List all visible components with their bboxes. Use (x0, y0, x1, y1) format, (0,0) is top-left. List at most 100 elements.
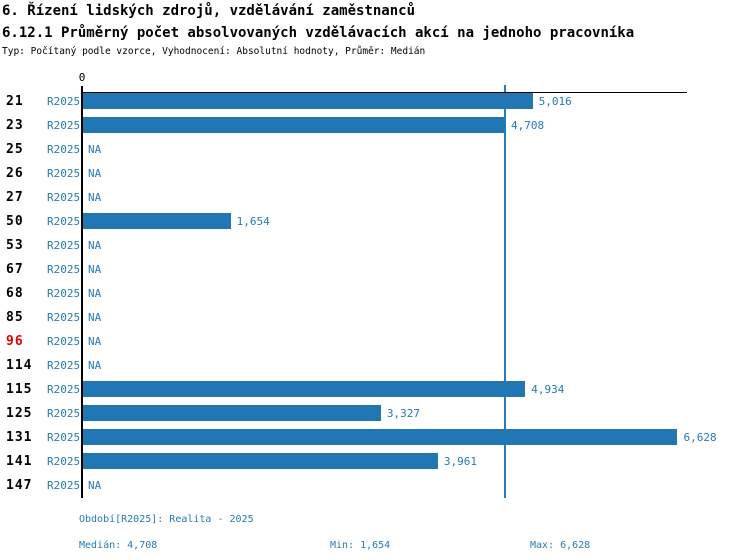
page-title: 6. Řízení lidských zdrojů, vzdělávání za… (2, 3, 416, 19)
row-plot-area: 3,327 (82, 401, 750, 425)
row-period-label: R2025 (47, 430, 81, 444)
row-period-label: R2025 (47, 286, 81, 300)
row-id-label: 23 (6, 117, 24, 133)
row-id-label: 68 (6, 285, 24, 301)
row-plot-area: NA (82, 305, 750, 329)
row-id-label: 125 (6, 405, 33, 421)
row-plot-area: NA (82, 473, 750, 497)
row-id-label: 147 (6, 477, 33, 493)
row-id-label: 141 (6, 453, 33, 469)
row-id-label: 53 (6, 237, 24, 253)
row-period-label: R2025 (47, 454, 81, 468)
row-period-label: R2025 (47, 406, 81, 420)
na-label: NA (88, 190, 102, 204)
value-label: 4,708 (510, 118, 545, 132)
row-period-label: R2025 (47, 310, 81, 324)
chart-row: 68 R2025 NA (0, 281, 750, 305)
chart-title: 6.12.1 Průměrný počet absolvovaných vzdě… (2, 25, 635, 41)
chart-row: 131 R2025 6,628 (0, 425, 750, 449)
row-id-label: 114 (6, 357, 33, 373)
value-label: 5,016 (538, 94, 572, 108)
value-bar (82, 93, 533, 109)
row-plot-area: 5,016 (82, 89, 750, 113)
row-period-label: R2025 (47, 94, 81, 108)
chart-row: 115 R2025 4,934 (0, 377, 750, 401)
row-plot-area: NA (82, 233, 750, 257)
na-label: NA (88, 358, 102, 372)
value-bar (82, 381, 526, 397)
row-id-label: 21 (6, 93, 24, 109)
row-plot-area: NA (82, 185, 750, 209)
value-label: 4,934 (531, 382, 565, 396)
row-id-label: 67 (6, 261, 24, 277)
na-label: NA (88, 166, 102, 180)
value-bar (82, 405, 381, 421)
row-plot-area: 6,628 (82, 425, 750, 449)
value-label: 1,654 (236, 214, 270, 228)
row-period-label: R2025 (47, 166, 81, 180)
row-period-label: R2025 (47, 142, 81, 156)
na-label: NA (88, 310, 102, 324)
na-label: NA (88, 478, 102, 492)
row-id-label: 27 (6, 189, 24, 205)
value-label: 3,327 (386, 406, 421, 420)
footer-period: Období[R2025]: Realita - 2025 (79, 514, 254, 525)
row-period-label: R2025 (47, 190, 81, 204)
chart-row: 67 R2025 NA (0, 257, 750, 281)
row-plot-area: 4,934 (82, 377, 750, 401)
chart-row: 96 R2025 NA (0, 329, 750, 353)
row-id-label: 131 (6, 429, 33, 445)
value-bar (82, 429, 678, 445)
row-period-label: R2025 (47, 382, 81, 396)
value-bar (82, 117, 505, 133)
axis-zero-label: 0 (78, 71, 86, 84)
row-period-label: R2025 (47, 262, 81, 276)
chart-row: 147 R2025 NA (0, 473, 750, 497)
row-id-label: 26 (6, 165, 24, 181)
median-line (504, 85, 506, 498)
chart-row: 53 R2025 NA (0, 233, 750, 257)
value-label: 6,628 (683, 430, 717, 444)
row-period-label: R2025 (47, 478, 81, 492)
row-plot-area: NA (82, 257, 750, 281)
row-id-label: 50 (6, 213, 24, 229)
na-label: NA (88, 238, 102, 252)
na-label: NA (88, 334, 102, 348)
row-plot-area: NA (82, 281, 750, 305)
row-plot-area: NA (82, 137, 750, 161)
chart-row: 50 R2025 1,654 (0, 209, 750, 233)
chart-rows: 21 R2025 5,016 23 R2025 4,708 25 R2025 NA 26 R2025… (0, 89, 750, 497)
chart-row: 27 R2025 NA (0, 185, 750, 209)
row-plot-area: 1,654 (82, 209, 750, 233)
row-plot-area: NA (82, 353, 750, 377)
chart-row: 125 R2025 3,327 (0, 401, 750, 425)
row-period-label: R2025 (47, 214, 81, 228)
row-period-label: R2025 (47, 118, 81, 132)
na-label: NA (88, 286, 102, 300)
y-axis-line (81, 86, 83, 498)
chart-row: 114 R2025 NA (0, 353, 750, 377)
na-label: NA (88, 262, 102, 276)
row-id-label: 85 (6, 309, 24, 325)
row-plot-area: NA (82, 329, 750, 353)
footer-min: Min: 1,654 (330, 540, 391, 551)
value-bar (82, 453, 438, 469)
value-label: 3,961 (443, 454, 477, 468)
chart-row: 23 R2025 4,708 (0, 113, 750, 137)
row-id-label: 25 (6, 141, 24, 157)
footer-max: Max: 6,628 (530, 540, 591, 551)
chart-row: 141 R2025 3,961 (0, 449, 750, 473)
value-bar (82, 213, 231, 229)
row-plot-area: 4,708 (82, 113, 750, 137)
row-id-label: 115 (6, 381, 33, 397)
chart-row: 26 R2025 NA (0, 161, 750, 185)
chart-row: 85 R2025 NA (0, 305, 750, 329)
chart-row: 25 R2025 NA (0, 137, 750, 161)
na-label: NA (88, 142, 102, 156)
row-period-label: R2025 (47, 358, 81, 372)
row-period-label: R2025 (47, 238, 81, 252)
row-id-label: 96 (6, 333, 24, 349)
chart-row: 21 R2025 5,016 (0, 89, 750, 113)
chart-subtitle: Typ: Počítaný podle vzorce, Vyhodnocení:… (2, 46, 426, 57)
